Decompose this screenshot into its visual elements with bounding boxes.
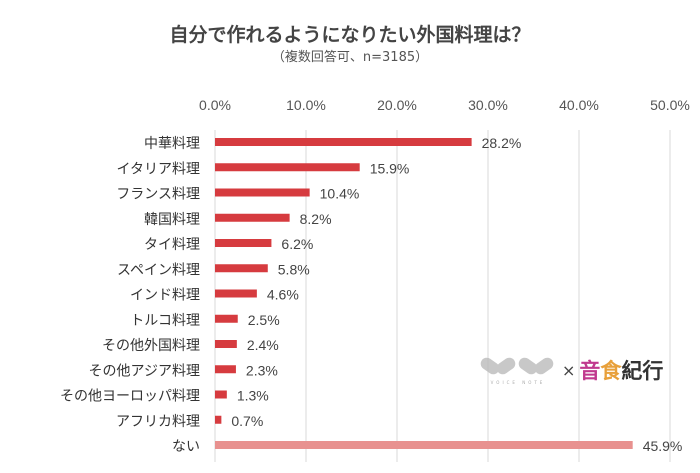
- category-label: その他外国料理: [102, 338, 200, 354]
- data-label: 2.4%: [247, 337, 279, 353]
- bar: [215, 289, 257, 298]
- data-label: 2.5%: [248, 312, 280, 328]
- x-tick-label: 40.0%: [559, 97, 599, 113]
- data-label: 28.2%: [482, 135, 522, 151]
- bar: [215, 390, 227, 399]
- category-label: スペイン料理: [117, 262, 200, 278]
- bar: [215, 163, 360, 172]
- bar: [215, 264, 268, 273]
- data-label: 10.4%: [320, 186, 360, 202]
- category-label: 韓国料理: [144, 212, 200, 228]
- x-tick-label: 0.0%: [199, 97, 231, 113]
- chart-title: 自分で作れるようになりたい外国料理は？: [169, 24, 531, 46]
- x-tick-label: 50.0%: [650, 97, 690, 113]
- data-label: 8.2%: [300, 211, 332, 227]
- category-label: インド料理: [130, 288, 200, 304]
- bar: [215, 213, 290, 222]
- data-label: 15.9%: [370, 160, 410, 176]
- data-label: 0.7%: [231, 413, 263, 429]
- category-label: フランス料理: [116, 187, 200, 203]
- bar: [215, 365, 236, 374]
- data-label: 1.3%: [237, 388, 269, 404]
- bar: [215, 441, 633, 449]
- bar: [215, 340, 237, 348]
- data-label: 5.8%: [278, 261, 310, 277]
- chart-subtitle: （複数回答可、n=3185）: [271, 50, 429, 65]
- category-label: イタリア料理: [117, 161, 200, 177]
- bar: [215, 188, 310, 197]
- x-tick-label: 20.0%: [377, 97, 417, 113]
- voice-note-logo-icon: [480, 357, 554, 374]
- data-label: 45.9%: [643, 438, 683, 454]
- category-label: トルコ料理: [130, 313, 200, 329]
- category-label: 中華料理: [144, 136, 200, 152]
- logo-times: ×: [562, 360, 576, 380]
- category-label: その他アジア料理: [89, 363, 200, 379]
- category-label: その他ヨーロッパ料理: [60, 389, 200, 405]
- data-label: 2.3%: [246, 362, 278, 378]
- bar: [215, 138, 472, 146]
- data-label: 6.2%: [281, 236, 313, 252]
- x-tick-label: 30.0%: [468, 97, 508, 113]
- category-label: タイ料理: [144, 237, 200, 253]
- logo-mark-text: VOICE NOTE: [490, 379, 546, 385]
- logo: VOICE NOTE × 音食紀行: [478, 355, 663, 385]
- category-label: アフリカ料理: [116, 414, 200, 430]
- data-label: 4.6%: [267, 287, 299, 303]
- bar: [215, 415, 222, 424]
- x-tick-label: 10.0%: [286, 97, 326, 113]
- logo-brand: 音食紀行: [579, 359, 664, 383]
- bar: [215, 239, 272, 247]
- category-label: ない: [172, 439, 200, 455]
- bar: [215, 314, 238, 323]
